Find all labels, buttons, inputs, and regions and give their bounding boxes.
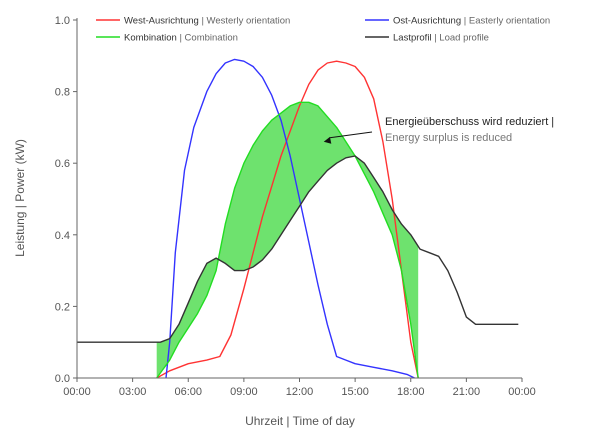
y-tick-label: 1.0 <box>55 15 70 27</box>
surplus-fill <box>156 102 419 379</box>
x-axis-title: Uhrzeit | Time of day <box>245 414 355 428</box>
series-line-load-profile <box>77 155 519 343</box>
series-lines <box>77 58 519 379</box>
legend-label: Kombination | Combination <box>124 33 238 44</box>
surplus-fill-area <box>156 102 419 379</box>
annotation-text-de: Energieüberschuss wird reduziert | <box>385 116 554 128</box>
x-tick-label: 21:00 <box>453 386 481 398</box>
series-line-easterly-orientation <box>165 58 415 379</box>
x-tick-label: 15:00 <box>341 386 369 398</box>
y-axis-title: Leistung | Power (kW) <box>13 139 27 257</box>
y-tick-label: 0.4 <box>55 230 70 242</box>
series-line-combination <box>156 101 419 379</box>
legend-label: Ost-Ausrichtung | Easterly orientation <box>393 16 550 27</box>
legend-label: West-Ausrichtung | Westerly orientation <box>124 16 290 27</box>
x-tick-label: 18:00 <box>397 386 425 398</box>
y-tick-label: 0.0 <box>55 373 70 385</box>
y-tick-label: 0.6 <box>55 158 70 170</box>
x-tick-label: 09:00 <box>230 386 258 398</box>
y-tick-label: 0.2 <box>55 301 70 313</box>
annotation-arrow-line <box>329 131 373 139</box>
y-tick-label: 0.8 <box>55 87 70 99</box>
legend-label: Lastprofil | Load profile <box>393 33 489 44</box>
x-axis-ticks: 00:00 03:00 06:00 09:00 12:00 15:00 18:00 21:00… <box>63 378 536 398</box>
annotation-text-en: Energy surplus is reduced <box>385 132 512 144</box>
annotation-arrow-head <box>323 136 332 144</box>
y-axis-ticks: 0.0 0.2 0.4 0.6 0.8 1.0 <box>55 15 77 385</box>
x-tick-label: 00:00 <box>508 386 536 398</box>
x-tick-label: 06:00 <box>174 386 202 398</box>
x-tick-label: 00:00 <box>63 386 91 398</box>
legend: West-Ausrichtung | Westerly orientation O… <box>96 16 550 44</box>
annotation: Energieüberschuss wird reduziert | Energy… <box>323 116 554 144</box>
x-tick-label: 12:00 <box>286 386 314 398</box>
series-line-westerly-orientation <box>156 60 419 379</box>
x-tick-label: 03:00 <box>119 386 147 398</box>
